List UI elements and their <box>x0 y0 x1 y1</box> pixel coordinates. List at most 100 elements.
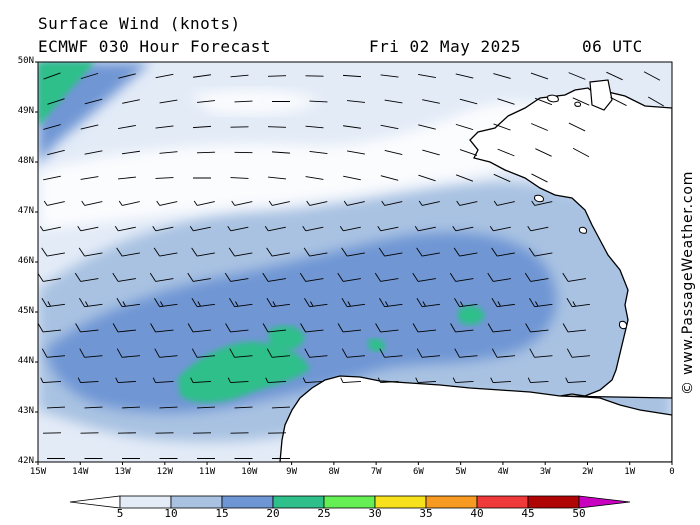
wind-barb <box>562 272 586 282</box>
wind-barb <box>229 298 253 308</box>
wind-barb <box>529 348 553 358</box>
wind-barb <box>455 73 474 79</box>
wind-barb <box>337 272 361 282</box>
wind-barb <box>112 272 136 282</box>
wind-barb <box>159 151 178 154</box>
wind-15kt-core <box>45 232 557 413</box>
wind-barb <box>114 226 136 232</box>
lon-label: 5W <box>455 467 467 477</box>
wind-barb <box>225 323 249 333</box>
wind-barb <box>343 125 361 129</box>
wind-barb <box>459 98 478 105</box>
lat-label: 45N <box>17 306 34 316</box>
noirmoutier <box>579 226 587 234</box>
wind-barb <box>422 99 440 104</box>
wind-barb <box>43 124 61 130</box>
wind-barb <box>262 323 286 333</box>
wind-barb <box>43 175 61 181</box>
wind-barb <box>41 298 65 308</box>
wind-barb <box>47 149 65 156</box>
wind-barb <box>459 149 478 156</box>
wind-barb <box>375 323 399 333</box>
channel-island <box>547 94 559 103</box>
wind-barb <box>187 323 211 333</box>
wind-barb <box>643 71 661 81</box>
map-area <box>38 62 672 462</box>
wind-barb <box>565 377 587 384</box>
wind-barb <box>118 73 136 79</box>
wind-barb <box>418 124 436 130</box>
calm-area-north <box>190 88 320 115</box>
wind-barb <box>122 150 140 155</box>
wind-barb <box>38 272 61 282</box>
wind-barb <box>154 298 178 308</box>
lon-label: 12W <box>156 467 173 477</box>
wind-barb <box>227 377 249 384</box>
lon-label: 3W <box>539 467 551 477</box>
wind-barb <box>41 247 65 257</box>
wind-barb <box>572 147 590 158</box>
lon-label: 15W <box>29 467 47 477</box>
wind-barb <box>80 176 99 180</box>
wind-barb <box>228 247 253 257</box>
wind-barb <box>268 200 290 206</box>
lon-label: 2W <box>582 467 593 477</box>
wind-barb <box>379 298 403 308</box>
lon-label: 14W <box>72 467 89 477</box>
wind-barb <box>191 247 215 257</box>
wind-barb <box>524 272 549 282</box>
wind-barb <box>412 272 436 282</box>
wind-barb <box>150 323 174 333</box>
credit-watermark: © www.PassageWeather.com <box>680 170 696 395</box>
wind-barb <box>84 150 103 155</box>
wind-barb <box>422 149 440 156</box>
colorbar-label: 40 <box>470 507 484 520</box>
wind-barb <box>491 247 515 257</box>
wind-barb <box>568 122 586 132</box>
wind-barb <box>414 226 436 232</box>
wind-barb <box>347 100 365 103</box>
wind-barb <box>74 272 99 282</box>
wind-barb <box>378 247 403 257</box>
axis-ticks <box>35 61 673 465</box>
wind-barb <box>418 200 440 206</box>
wind-barb <box>374 272 399 282</box>
colorbar-max-arrow <box>578 495 631 509</box>
wind-barb <box>528 247 553 257</box>
wind-barb <box>490 377 512 384</box>
wind-barb <box>271 406 291 409</box>
wind-barb <box>155 125 174 129</box>
wind-barb <box>341 247 365 257</box>
wind-barb <box>525 323 549 333</box>
wind-barb <box>121 406 141 409</box>
wind-speed-colorbar <box>69 495 631 509</box>
wind-barb <box>610 97 627 106</box>
wind-barb <box>562 323 586 333</box>
wind-barb <box>118 124 136 130</box>
wind-barb <box>493 73 511 79</box>
wind-barb <box>416 298 440 308</box>
wind-barb <box>379 348 403 358</box>
wind-barb <box>534 97 553 106</box>
wind-barb <box>155 73 174 79</box>
forecast-model: ECMWF 030 Hour Forecast <box>38 37 272 56</box>
wind-barb <box>41 348 66 358</box>
wind-barb <box>196 406 216 409</box>
lat-label: 50N <box>17 56 34 66</box>
wind-barb <box>384 150 403 155</box>
wind-barb <box>122 99 140 104</box>
france-coast <box>469 87 672 399</box>
lon-label: 7W <box>370 467 382 477</box>
wind-barb <box>302 226 324 232</box>
wind-barbs <box>38 71 665 459</box>
cotentin-coast <box>589 79 613 111</box>
colorbar-label: 10 <box>164 507 178 520</box>
wind-barb <box>43 72 61 80</box>
wind-barb <box>647 96 665 107</box>
lon-label: 6W <box>412 467 424 477</box>
wind-barb <box>455 123 474 131</box>
wind-barb <box>271 151 291 154</box>
wind-barb <box>454 298 478 308</box>
wind-barb <box>159 406 178 409</box>
